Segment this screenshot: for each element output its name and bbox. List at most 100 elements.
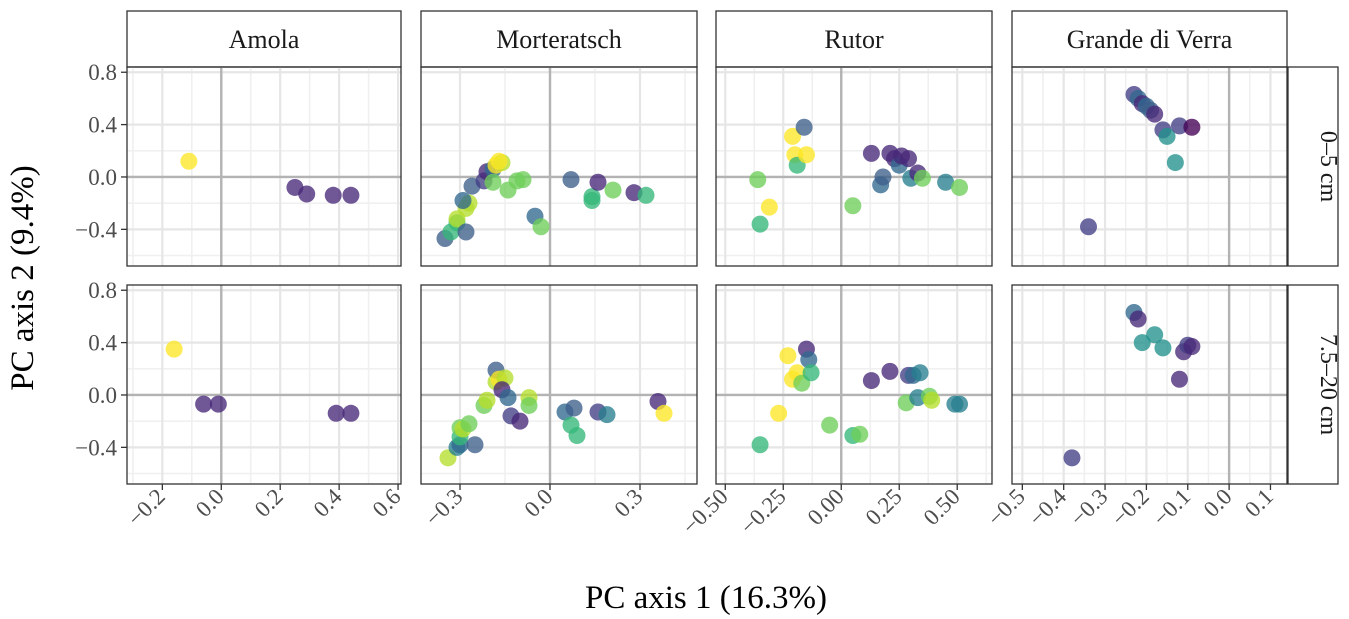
- data-point: [951, 178, 969, 196]
- data-point: [511, 412, 529, 430]
- panel-border: [1011, 284, 1288, 485]
- data-point: [637, 186, 655, 204]
- data-point: [851, 425, 869, 443]
- panel-amola-row-1: −0.4 0.0 0.4 0.8: [75, 60, 402, 267]
- data-point: [1146, 326, 1164, 344]
- data-point: [1154, 339, 1172, 357]
- x-tick-label: 0.4: [309, 484, 347, 522]
- data-point: [195, 395, 213, 413]
- x-tick-label: −0.2: [1107, 484, 1154, 531]
- data-point: [598, 406, 616, 424]
- data-point: [937, 173, 955, 191]
- y-axis-title: PC axis 2 (9.4%): [5, 165, 41, 391]
- x-tick-label: −0.3: [420, 484, 467, 531]
- panel-border: [420, 66, 698, 267]
- data-point: [770, 404, 788, 422]
- data-point: [802, 364, 820, 382]
- data-point: [862, 144, 880, 162]
- data-point: [874, 168, 892, 186]
- data-point: [951, 395, 969, 413]
- data-point: [1170, 370, 1188, 388]
- row-strip-label: 7.5–20 cm: [1315, 334, 1341, 436]
- data-point: [1166, 154, 1184, 172]
- facet-strip-label: Rutor: [824, 25, 884, 54]
- data-point: [478, 391, 496, 409]
- data-point: [911, 364, 929, 382]
- facet-panels: Amola−0.40.00.40.8−0.40.00.40.8−0.2 0.0 0.…: [75, 10, 1341, 539]
- row-strip-1: [1287, 66, 1339, 267]
- data-point: [484, 173, 502, 191]
- data-point: [514, 171, 532, 189]
- data-point: [327, 404, 345, 422]
- x-tick-label: 0.1: [1240, 484, 1278, 522]
- x-tick-label: 0.3: [610, 484, 648, 522]
- x-tick-label: −0.2: [123, 484, 170, 531]
- x-tick-label: 0.2: [250, 484, 288, 522]
- facet-strip-grande-di-verra: [1011, 10, 1288, 68]
- data-point: [797, 146, 815, 164]
- panel-rutor-row-2: −0.50 −0.25 0.00 0.25 0.50: [677, 284, 993, 539]
- data-point: [1133, 334, 1151, 352]
- panel-morteratsch-row-2: −0.3 0.0 0.3: [420, 284, 698, 531]
- panel-border: [715, 284, 993, 485]
- data-point: [490, 152, 508, 170]
- data-point: [760, 198, 778, 216]
- x-tick-label: 0.0: [1199, 484, 1237, 522]
- panel-border: [126, 284, 402, 485]
- data-point: [583, 192, 601, 210]
- panel-border: [1011, 66, 1288, 267]
- x-axis-title: PC axis 1 (16.3%): [585, 580, 827, 616]
- y-tick-label: 0.8: [88, 60, 117, 85]
- data-point: [881, 362, 899, 380]
- data-point: [604, 181, 622, 199]
- panel-rutor-row-1: [715, 66, 993, 267]
- row-strip-label: 0–5 cm: [1315, 131, 1341, 203]
- panel-amola-row-2: −0.4 0.0 0.4 0.8 −0.2 0.0 0.2 0.4 0.6: [75, 278, 405, 531]
- panel-grande-di-verra-row-1: [1011, 66, 1288, 267]
- data-point: [749, 171, 767, 189]
- x-tick-label: −0.1: [1148, 484, 1195, 531]
- data-point: [913, 169, 931, 187]
- panel-grande-di-verra-row-2: −0.5−0.4−0.3−0.2−0.1 0.0 0.1: [983, 284, 1288, 532]
- data-point: [324, 186, 342, 204]
- data-point: [751, 436, 769, 454]
- data-point: [565, 399, 583, 417]
- data-point: [460, 415, 478, 433]
- data-point: [900, 150, 918, 168]
- data-point: [499, 389, 517, 407]
- y-tick-label: 0.4: [88, 113, 117, 138]
- data-point: [298, 185, 316, 203]
- panel-border: [715, 66, 993, 267]
- data-point: [342, 404, 360, 422]
- data-point: [466, 436, 484, 454]
- data-point: [562, 171, 580, 189]
- data-point: [844, 197, 862, 215]
- y-tick-label: 0.0: [88, 383, 117, 408]
- data-point: [454, 192, 472, 210]
- data-point: [1170, 117, 1188, 135]
- x-tick-label: −0.50: [677, 484, 732, 539]
- data-point: [751, 215, 769, 233]
- y-tick-label: −0.4: [75, 217, 117, 242]
- data-point: [1183, 338, 1201, 356]
- data-point: [1129, 310, 1147, 328]
- data-point: [1146, 105, 1164, 123]
- x-tick-label: 0.00: [803, 484, 849, 530]
- y-tick-label: 0.0: [88, 165, 117, 190]
- panel-border: [126, 66, 402, 267]
- y-tick-label: 0.4: [88, 331, 117, 356]
- x-tick-label: −0.4: [1024, 484, 1072, 532]
- data-point: [520, 396, 538, 414]
- panel-morteratsch-row-1: [420, 66, 698, 267]
- data-point: [1080, 218, 1098, 236]
- panel-border: [420, 284, 698, 485]
- data-point: [532, 218, 550, 236]
- x-tick-label: 0.50: [919, 484, 965, 530]
- x-tick-label: 0.6: [368, 484, 406, 522]
- data-point: [589, 173, 607, 191]
- facet-strip-amola: [126, 10, 402, 68]
- data-point: [923, 391, 941, 409]
- x-tick-label: −0.5: [983, 484, 1030, 531]
- facet-strip-morteratsch: [420, 10, 698, 68]
- data-point: [457, 223, 475, 241]
